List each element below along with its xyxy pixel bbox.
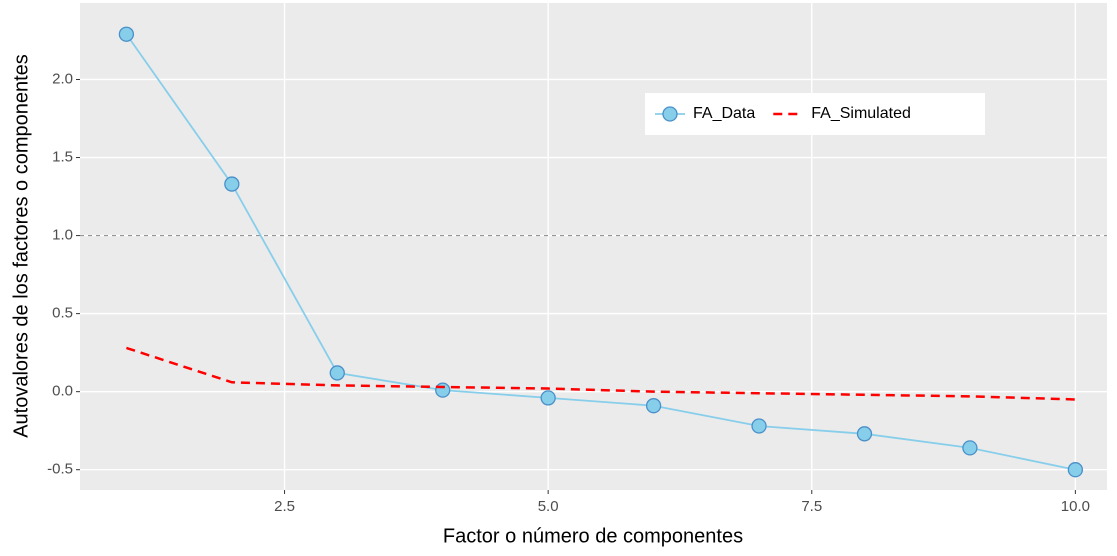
data-point — [540, 390, 556, 406]
data-point — [856, 426, 873, 442]
grid — [80, 3, 1107, 490]
legend-marker — [662, 106, 678, 122]
y-axis-title: Autovalores de los factores o componente… — [10, 54, 32, 438]
y-tick-label: 1.5 — [52, 148, 73, 165]
legend-box — [645, 93, 985, 135]
legend-label: FA_Data — [693, 105, 755, 122]
y-tick-label: 1.0 — [52, 227, 73, 244]
x-tick-label: 10.0 — [1061, 498, 1090, 515]
y-tick-label: -0.5 — [47, 461, 73, 478]
x-tick-label: 2.5 — [274, 498, 295, 515]
series-line — [125, 33, 1076, 471]
legend-label: FA_Simulated — [811, 105, 911, 122]
y-tick-label: 2.0 — [52, 70, 73, 87]
data-point — [329, 365, 345, 381]
x-axis-title: Factor o número de componentes — [443, 525, 743, 547]
data-point — [962, 440, 978, 456]
series-line — [126, 346, 1076, 401]
y-tick-label: 0.5 — [52, 305, 73, 322]
marks — [80, 26, 1107, 478]
data-point — [751, 418, 767, 434]
data-point — [645, 398, 662, 414]
data-point — [435, 382, 451, 398]
data-point — [224, 176, 240, 192]
legend: FA_Data FA_Simulated — [645, 93, 985, 135]
data-point — [118, 26, 135, 42]
y-tick-label: 0.0 — [52, 383, 73, 400]
x-tick-label: 5.0 — [538, 498, 559, 515]
x-tick-label: 7.5 — [801, 498, 822, 515]
data-point — [1067, 462, 1084, 478]
panel — [80, 3, 1107, 490]
